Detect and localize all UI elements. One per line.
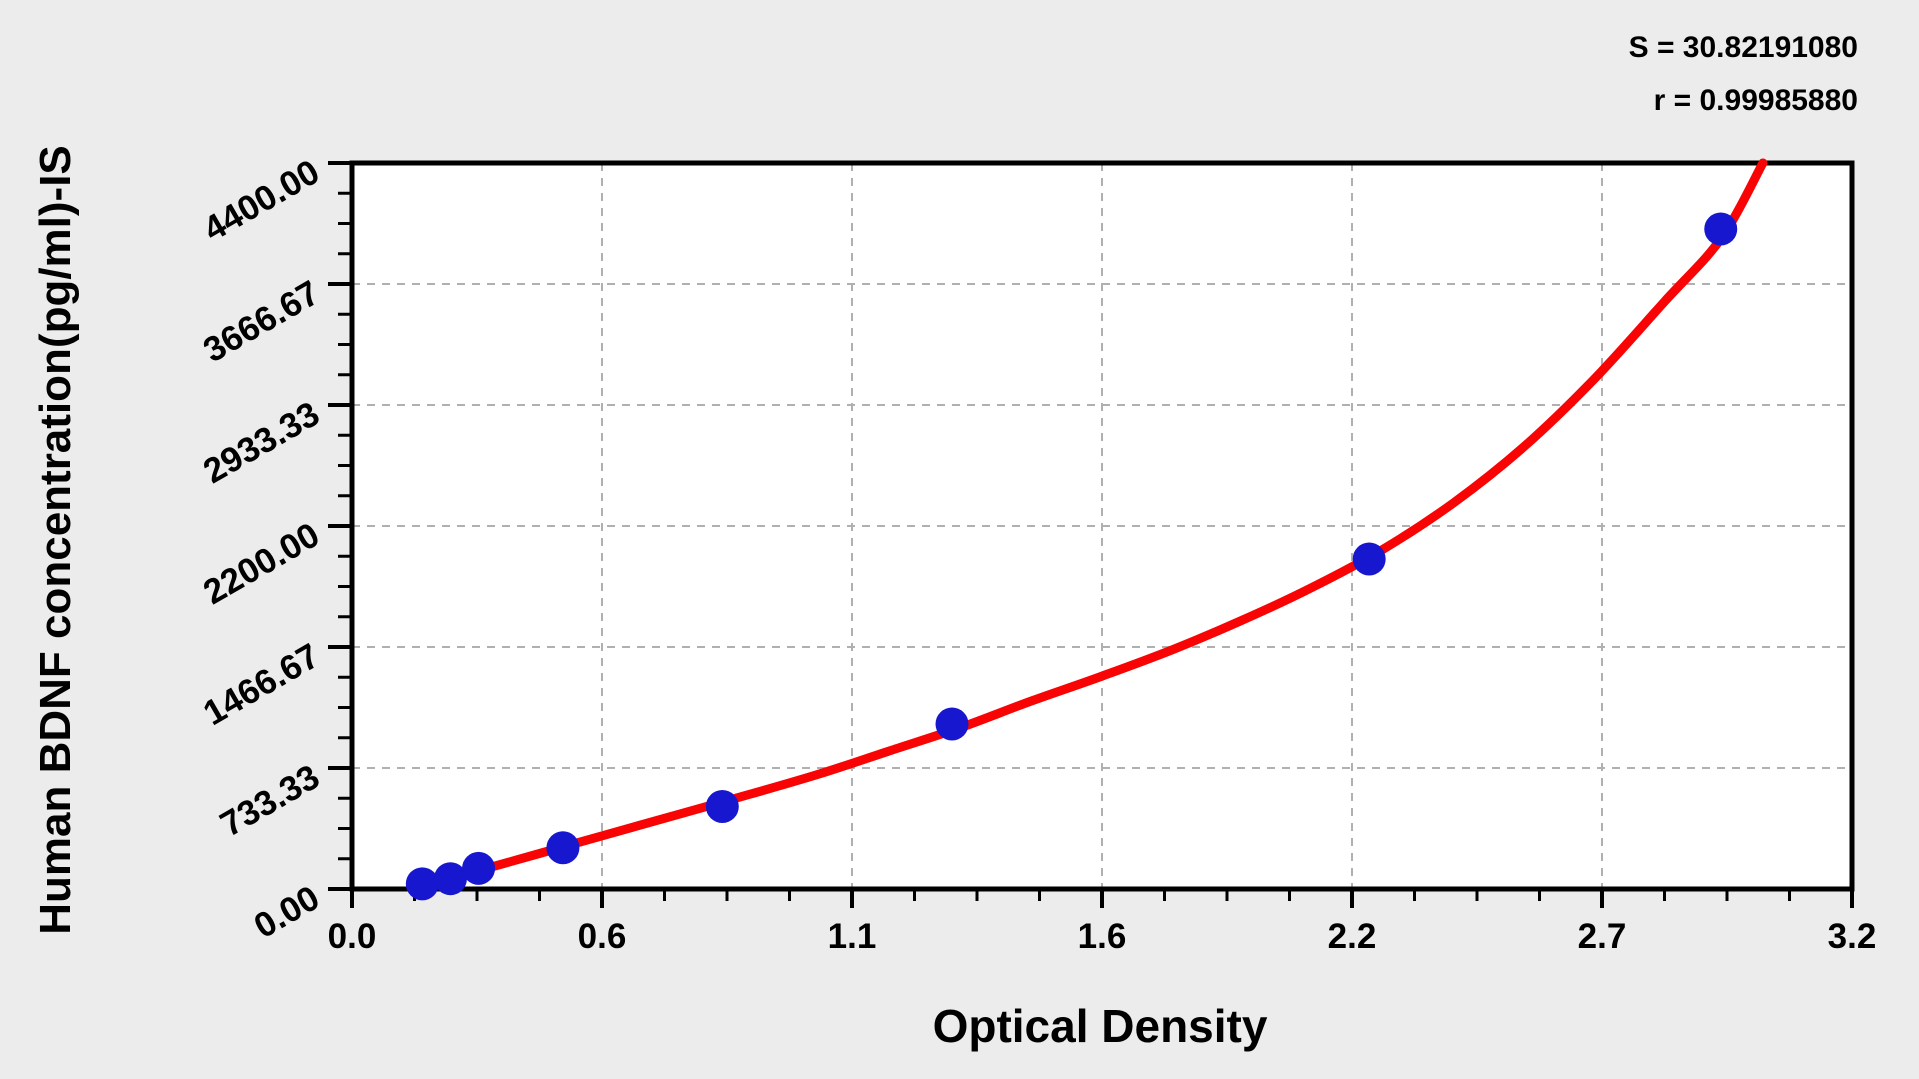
stat-s-value: S = 30.82191080 xyxy=(1629,31,1858,64)
y-tick-label: 733.33 xyxy=(214,757,326,844)
y-axis-title: Human BDNF concentration(pg/ml)-IS xyxy=(31,145,80,935)
data-point-dot xyxy=(405,867,439,901)
y-tick-label: 3666.67 xyxy=(197,273,326,370)
data-point-dot xyxy=(433,862,467,896)
x-tick-label: 3.2 xyxy=(1828,917,1877,956)
fit-curve-line xyxy=(410,158,1768,894)
y-tick-label: 0.00 xyxy=(248,878,326,946)
data-point-dot xyxy=(1352,542,1386,576)
stat-r-value: r = 0.99985880 xyxy=(1654,84,1858,117)
x-tick-label: 1.6 xyxy=(1078,917,1127,956)
data-point-dot xyxy=(546,831,580,865)
y-tick-label: 1466.67 xyxy=(197,636,326,733)
data-point-dot xyxy=(462,851,496,885)
y-tick-label: 4400.00 xyxy=(197,152,326,249)
x-tick-label: 0.6 xyxy=(578,917,627,956)
x-tick-label: 2.7 xyxy=(1578,917,1627,956)
x-tick-label: 0.0 xyxy=(328,917,377,956)
x-axis-title: Optical Density xyxy=(933,1000,1268,1052)
y-tick-label: 2200.00 xyxy=(197,515,326,612)
data-point-dot xyxy=(705,790,739,823)
data-point-dot xyxy=(1704,212,1738,246)
data-point-dot xyxy=(935,707,969,741)
x-tick-label: 2.2 xyxy=(1328,917,1377,956)
y-tick-label: 2933.33 xyxy=(197,394,326,491)
x-tick-label: 1.1 xyxy=(828,917,877,956)
